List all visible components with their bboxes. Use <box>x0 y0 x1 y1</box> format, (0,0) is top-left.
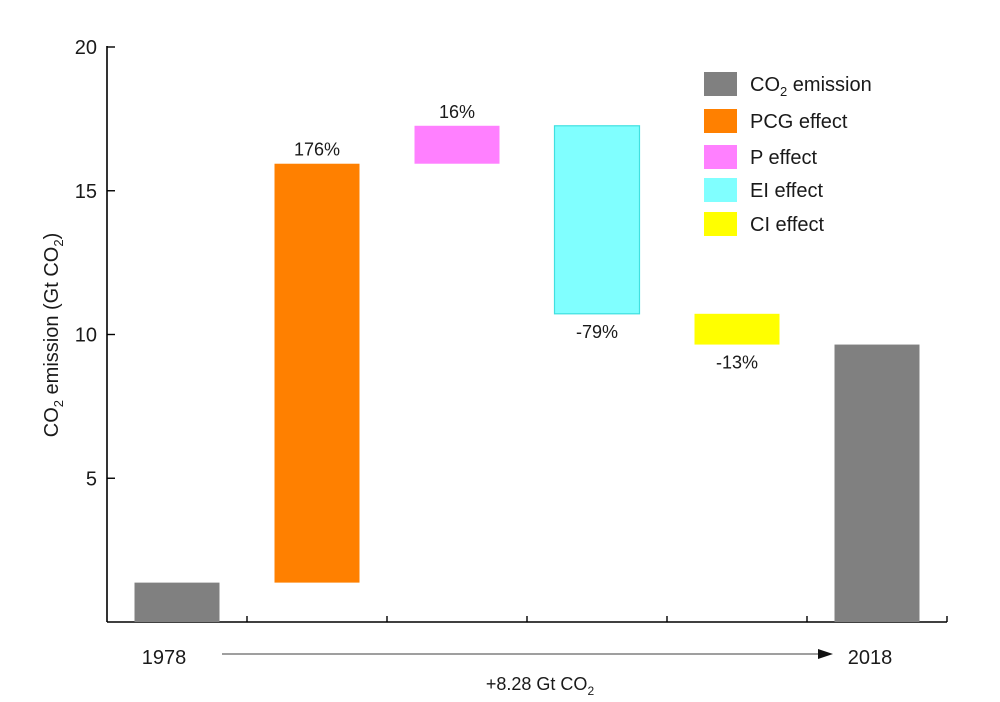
legend-label: EI effect <box>750 180 823 202</box>
bar-data-label: 176% <box>294 140 340 160</box>
end-year-label: 2018 <box>848 647 893 669</box>
y-tick-label: 20 <box>75 37 97 59</box>
bar-2018 <box>834 344 920 622</box>
legend-swatch <box>704 212 737 236</box>
change-label: +8.28 Gt CO2 <box>486 674 595 698</box>
legend: CO2 emission PCG effect P effect EI effect C… <box>704 72 872 236</box>
legend-label: PCG effect <box>750 111 848 133</box>
bar-1978 <box>134 582 220 622</box>
legend-swatch <box>704 72 737 96</box>
legend-swatch <box>704 109 737 133</box>
legend-label: CO2 emission <box>750 74 872 99</box>
bar-pcg-effect <box>274 163 360 583</box>
bar-data-label: -13% <box>716 353 758 373</box>
legend-swatch <box>704 145 737 169</box>
bar-data-label: 16% <box>439 102 475 122</box>
y-axis-title-pre: CO <box>41 407 63 437</box>
y-axis-title-post: ) <box>41 233 63 240</box>
y-tick-label: 10 <box>75 325 97 347</box>
bar-p-effect <box>414 125 500 164</box>
change-label-text: +8.28 Gt CO <box>486 674 588 694</box>
y-axis-title-sub1: 2 <box>51 400 66 407</box>
change-arrow-head <box>818 649 833 659</box>
legend-label: P effect <box>750 147 818 169</box>
y-axis-title-mid: emission (Gt CO <box>41 247 63 400</box>
change-label-sub: 2 <box>587 684 594 698</box>
start-year-label: 1978 <box>142 647 187 669</box>
bar-data-label: -79% <box>576 322 618 342</box>
legend-label: CI effect <box>750 214 825 236</box>
bar-ci-effect <box>694 313 780 345</box>
y-tick-label: 5 <box>86 468 97 490</box>
y-axis-title: CO2 emission (Gt CO2) <box>41 233 66 438</box>
axes: 5 10 15 20 <box>75 37 948 623</box>
bar-labels: 176% 16% -79% -13% <box>294 102 758 373</box>
legend-swatch <box>704 178 737 202</box>
y-axis-title-sub2: 2 <box>51 239 66 246</box>
bars <box>134 125 920 622</box>
bar-ei-effect <box>553 125 641 315</box>
y-tick-label: 15 <box>75 181 97 203</box>
